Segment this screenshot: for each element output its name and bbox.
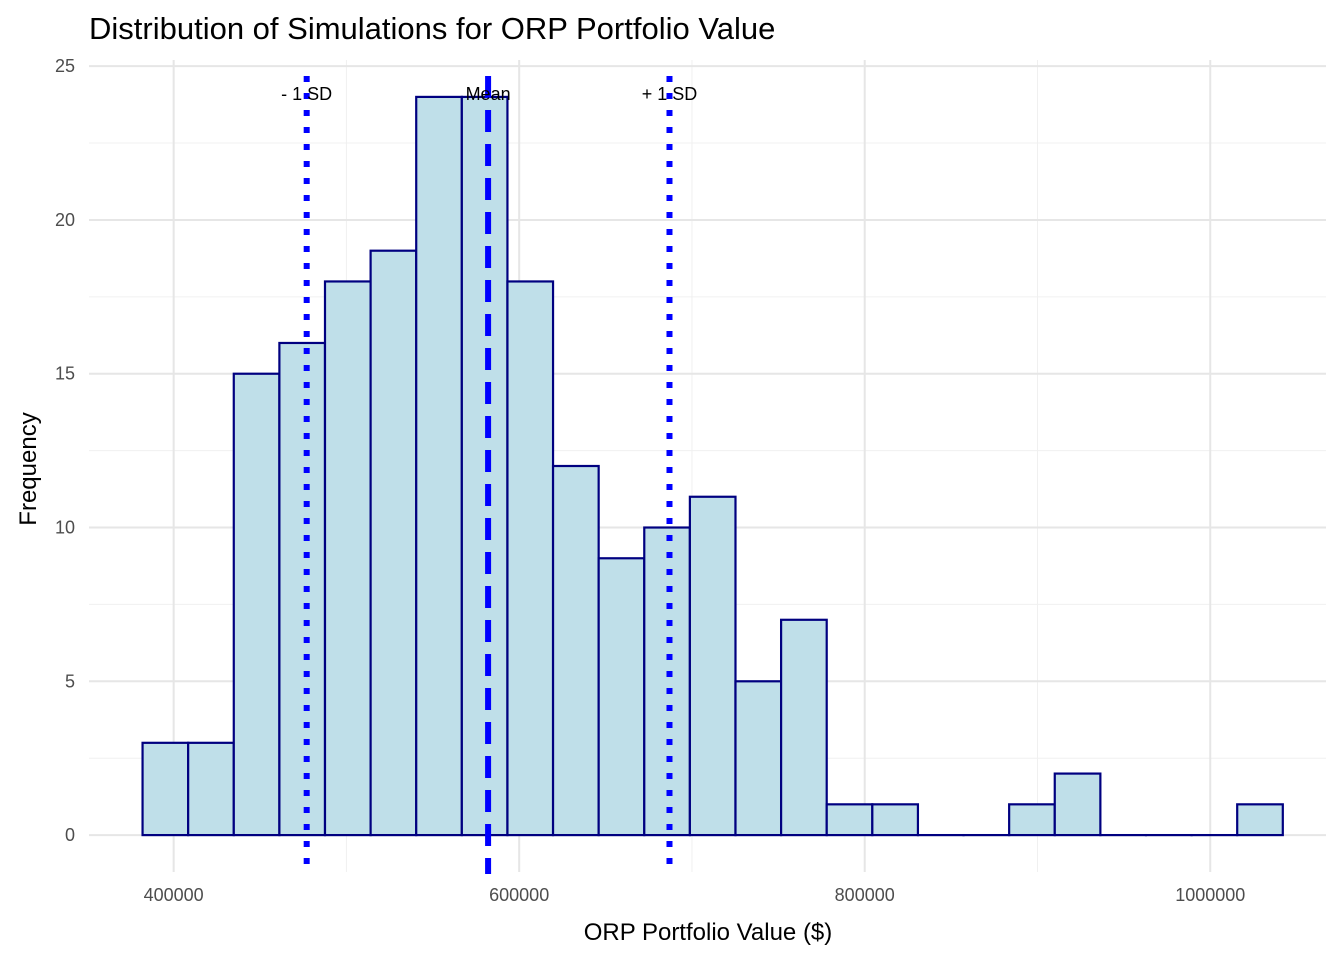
histogram-bar xyxy=(1008,803,1056,837)
histogram-bar xyxy=(597,557,646,837)
histogram-bar xyxy=(551,464,600,837)
chart-title: Distribution of Simulations for ORP Port… xyxy=(89,11,775,46)
y-axis-title: Frequency xyxy=(15,412,42,525)
histogram-bar xyxy=(187,741,235,837)
x-axis-ticks: 400000 600000 800000 1000000 xyxy=(144,885,1246,905)
reference-lines xyxy=(303,76,673,874)
histogram-bar xyxy=(141,741,190,837)
histogram-bar xyxy=(688,495,737,837)
x-tick-label: 400000 xyxy=(144,885,204,905)
histogram-bar xyxy=(278,341,327,837)
histogram-bar xyxy=(415,95,463,837)
histogram-bar xyxy=(779,618,828,837)
histogram-bar xyxy=(369,249,418,837)
x-tick-label: 600000 xyxy=(489,885,549,905)
histogram-bar xyxy=(1236,803,1284,837)
histogram-bar xyxy=(506,280,555,837)
histogram-bar xyxy=(232,372,281,837)
reference-label: Mean xyxy=(466,84,511,104)
histogram-bars xyxy=(141,95,1284,837)
histogram-bar xyxy=(460,95,509,837)
y-tick-label: 0 xyxy=(65,825,75,845)
y-tick-label: 15 xyxy=(55,364,75,384)
y-axis-ticks: 0 5 10 15 20 25 xyxy=(55,56,75,845)
y-tick-label: 5 xyxy=(65,671,75,691)
reference-label: + 1 SD xyxy=(642,84,698,104)
x-tick-label: 1000000 xyxy=(1175,885,1245,905)
y-tick-label: 20 xyxy=(55,210,75,230)
y-tick-label: 25 xyxy=(55,56,75,76)
histogram-bar xyxy=(871,803,920,837)
x-tick-label: 800000 xyxy=(835,885,895,905)
histogram-bar xyxy=(825,803,874,837)
x-axis-title: ORP Portfolio Value ($) xyxy=(584,919,833,946)
reference-labels: - 1 SD Mean + 1 SD xyxy=(281,84,697,104)
y-tick-label: 10 xyxy=(55,518,75,538)
histogram-bar xyxy=(1053,772,1102,837)
reference-label: - 1 SD xyxy=(281,84,332,104)
histogram-bar xyxy=(734,680,783,837)
histogram-bar xyxy=(323,280,372,837)
